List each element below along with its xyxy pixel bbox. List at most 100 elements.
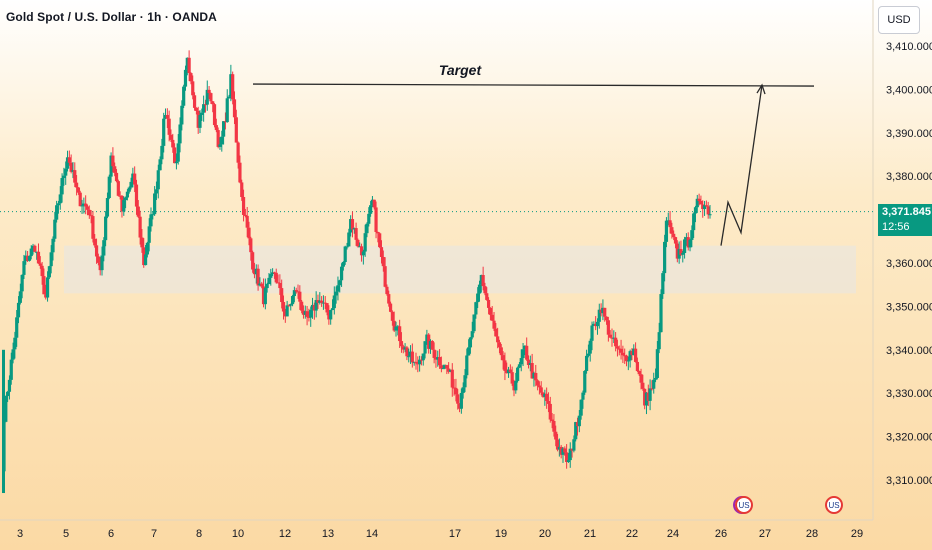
candle-body	[697, 198, 701, 201]
x-tick-label: 17	[449, 528, 461, 540]
candle-body	[530, 363, 534, 379]
candle-body	[577, 415, 581, 427]
candle-body	[111, 155, 115, 167]
candle-body	[648, 388, 652, 401]
candle-body	[632, 348, 636, 356]
candle-body	[568, 448, 572, 461]
candle-body	[60, 178, 64, 195]
candle-body	[222, 121, 226, 137]
demand-zone-box	[64, 245, 856, 294]
y-tick-label: 3,330.000	[886, 388, 932, 400]
candle-body	[416, 363, 420, 365]
target-line	[252, 83, 815, 87]
candle-body	[138, 216, 142, 238]
candle-body	[516, 367, 520, 381]
currency-button[interactable]: USD	[878, 6, 920, 34]
candle-body	[271, 272, 275, 275]
candle-body	[477, 284, 482, 294]
candle-body	[18, 291, 22, 303]
candle-body	[325, 303, 329, 313]
candle-body	[525, 345, 529, 360]
candle-body	[403, 347, 407, 350]
candle-body	[89, 215, 93, 217]
candle-body	[461, 387, 465, 393]
candle-body	[677, 249, 681, 259]
candle-body	[45, 277, 50, 298]
candle-body	[675, 243, 679, 259]
candle-body	[673, 237, 678, 244]
x-tick-label: 26	[715, 528, 727, 540]
candle-body	[388, 303, 393, 312]
candle-body	[16, 302, 21, 318]
candle-body	[635, 361, 640, 372]
candle-body	[494, 328, 498, 337]
candle-body	[359, 246, 364, 256]
candle-body	[617, 348, 621, 350]
candle-body	[7, 379, 12, 392]
x-tick-label: 14	[366, 528, 378, 540]
candle-body	[91, 216, 95, 239]
candle-body	[601, 307, 605, 314]
candle-body	[107, 176, 111, 199]
candle-body	[574, 422, 578, 440]
candle-body	[73, 170, 77, 183]
candle-body	[114, 172, 119, 182]
candle-body	[554, 431, 558, 440]
y-tick-label: 3,380.000	[886, 171, 932, 183]
candle-body	[584, 355, 589, 371]
candle-body	[96, 256, 100, 263]
candle-body	[456, 394, 460, 404]
candle-body	[71, 170, 75, 172]
candle-body	[581, 392, 585, 400]
x-tick-label: 27	[759, 528, 771, 540]
candle-body	[336, 285, 340, 292]
candle-body	[173, 147, 177, 164]
candle-body	[604, 316, 609, 321]
y-tick-label: 3,340.000	[886, 345, 932, 357]
candle-body	[167, 118, 171, 135]
candle-body	[24, 255, 28, 262]
candle-body	[523, 345, 527, 350]
candle-body	[320, 300, 324, 303]
economic-event-us-flag-icon[interactable]: US	[735, 496, 753, 514]
candle-body	[485, 293, 489, 300]
candle-body	[356, 239, 360, 247]
candle-body	[704, 205, 708, 207]
candle-body	[214, 125, 218, 131]
candle-body	[559, 446, 563, 455]
economic-event-us-flag-icon[interactable]: US	[825, 496, 843, 514]
candle-body	[240, 182, 244, 198]
candle-body	[454, 387, 458, 395]
candle-body	[445, 365, 449, 369]
candle-body	[434, 357, 438, 360]
candle-body	[149, 214, 153, 227]
candle-body	[227, 96, 231, 99]
candle-body	[218, 144, 222, 147]
candle-body	[9, 359, 13, 380]
candle-body	[594, 323, 598, 327]
candle-body	[492, 320, 496, 329]
y-tick-label: 3,400.000	[886, 84, 932, 96]
candle-body	[169, 134, 173, 140]
candle-body	[102, 240, 106, 256]
candle-body	[690, 230, 694, 240]
x-tick-label: 12	[279, 528, 291, 540]
candle-body	[267, 277, 271, 285]
candle-body	[300, 301, 304, 311]
candle-body	[33, 245, 37, 252]
candle-body	[408, 351, 413, 357]
candle-body	[681, 253, 685, 255]
x-tick-label: 29	[851, 528, 863, 540]
candle-body	[695, 198, 699, 208]
candle-body	[418, 359, 422, 365]
candle-body	[309, 309, 313, 318]
candle-body	[140, 237, 144, 248]
candle-body	[670, 227, 674, 234]
x-tick-label: 7	[151, 528, 157, 540]
candle-body	[65, 157, 70, 169]
candle-body	[231, 74, 235, 100]
candle-body	[147, 226, 151, 243]
candle-body	[526, 359, 531, 366]
candle-body	[100, 255, 104, 271]
